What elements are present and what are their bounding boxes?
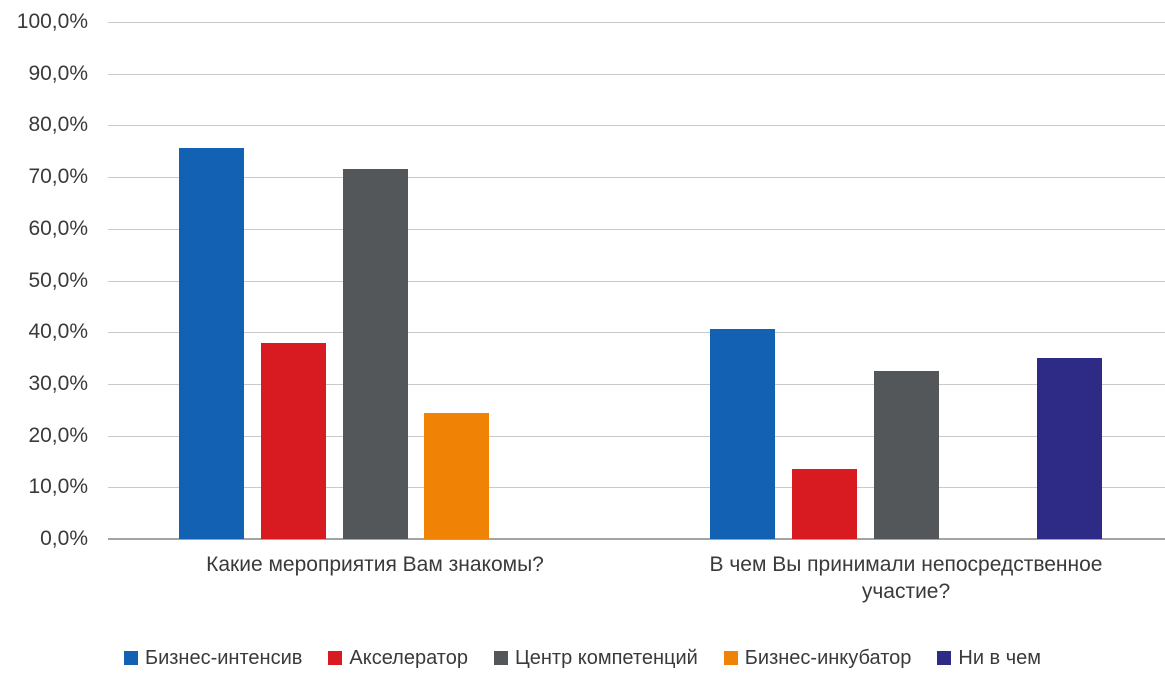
gridline — [108, 228, 1165, 230]
legend: Бизнес-интенсив Акселератор Центр компетен… — [0, 647, 1165, 669]
legend-label: Бизнес-интенсив — [144, 647, 303, 669]
y-axis-tick-label: 100,0% — [16, 10, 88, 33]
y-axis-tick-label: 10,0% — [28, 475, 88, 499]
bar-Бизнес-интенсив-group1 — [179, 147, 245, 539]
y-axis-tick-label: 50,0% — [28, 268, 88, 292]
bar-Акселератор-group2 — [791, 468, 857, 539]
gridline — [108, 435, 1165, 437]
legend-swatch-icon — [493, 651, 508, 665]
gridline — [108, 332, 1165, 334]
bar-Акселератор-group1 — [260, 342, 326, 539]
y-axis-tick-label: 60,0% — [28, 216, 88, 240]
gridline — [108, 383, 1165, 385]
y-axis-tick-label: 0,0% — [40, 527, 88, 550]
legend-item: Бизнес-интенсив — [123, 647, 303, 669]
bar-Ни в чем-group2 — [1036, 357, 1102, 539]
gridline — [108, 73, 1165, 75]
legend-item: Ни в чем — [937, 647, 1041, 669]
y-axis-tick-label: 40,0% — [28, 320, 88, 344]
gridline — [108, 22, 1165, 23]
y-axis-tick-label: 70,0% — [28, 165, 88, 189]
legend-item: Центр компетенций — [493, 647, 698, 669]
y-axis-tick-label: 90,0% — [28, 61, 88, 85]
bar-Центр компетенций-group1 — [342, 169, 408, 539]
category-label-2: В чем Вы принимали непосредственное учас… — [709, 553, 1103, 603]
legend-item: Акселератор — [328, 647, 468, 669]
legend-swatch-icon — [937, 651, 952, 665]
category-label-1: Какие мероприятия Вам знакомы? — [206, 553, 544, 576]
legend-swatch-icon — [123, 651, 138, 665]
legend-label: Акселератор — [349, 647, 468, 669]
x-axis-line — [108, 538, 1165, 540]
legend-label: Центр компетенций — [514, 647, 698, 669]
y-axis-tick-label: 20,0% — [28, 423, 88, 447]
legend-label: Бизнес-инкубатор — [744, 647, 912, 669]
bar-Бизнес-инкубатор-group1 — [424, 412, 490, 539]
y-axis-tick-label: 80,0% — [28, 113, 88, 137]
gridline — [108, 487, 1165, 489]
gridline — [108, 125, 1165, 127]
legend-item: Бизнес-инкубатор — [723, 647, 912, 669]
bar-Центр компетенций-group2 — [873, 370, 939, 539]
bar-Бизнес-интенсив-group2 — [710, 329, 776, 539]
y-axis-tick-label: 30,0% — [28, 371, 88, 395]
legend-swatch-icon — [328, 651, 343, 665]
legend-label: Ни в чем — [958, 647, 1042, 669]
gridline — [108, 280, 1165, 282]
legend-swatch-icon — [723, 651, 738, 665]
gridline — [108, 177, 1165, 179]
